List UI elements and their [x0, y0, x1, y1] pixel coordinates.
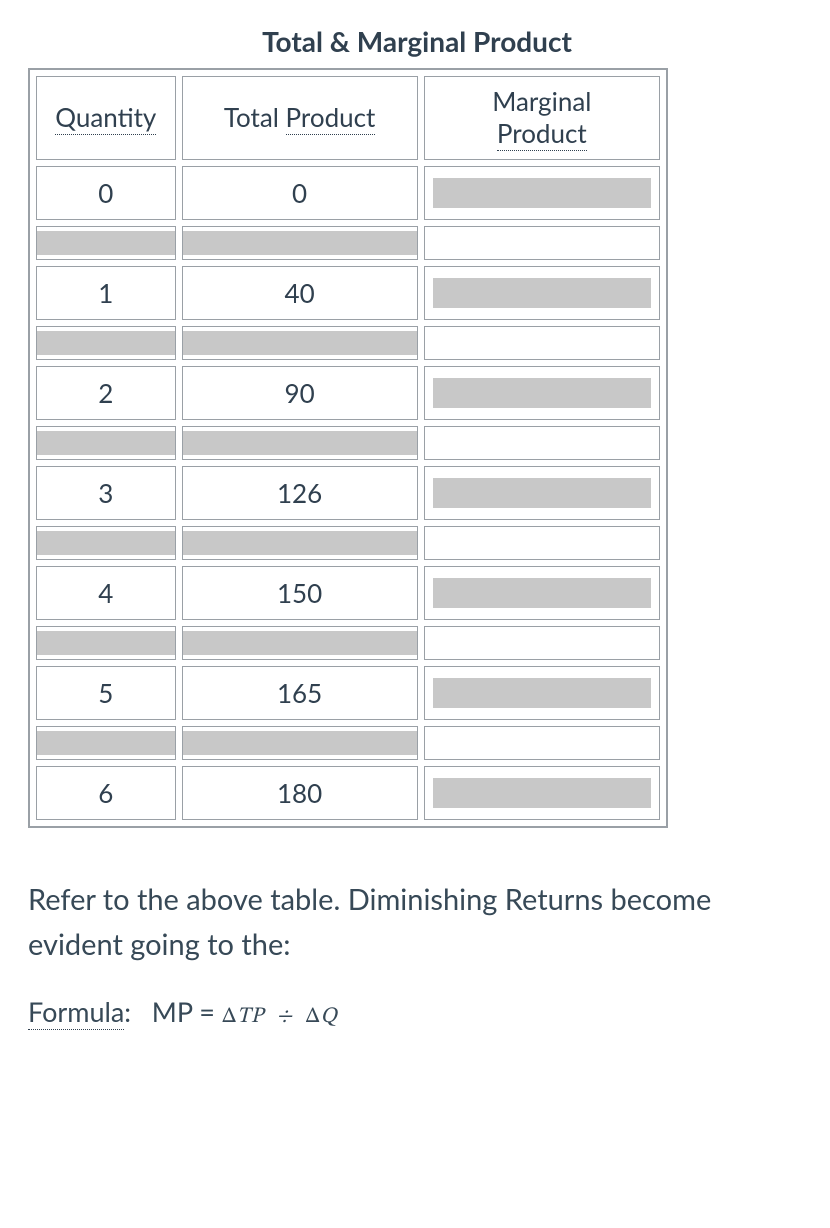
table-spacer-row	[36, 626, 660, 660]
cell-mp	[424, 466, 660, 520]
redacted-block	[433, 678, 651, 708]
redacted-block	[433, 578, 651, 608]
cell-qty: 0	[36, 166, 176, 220]
cell-qty: 4	[36, 566, 176, 620]
redacted-block	[183, 731, 417, 755]
cell-mp	[424, 166, 660, 220]
quantity-link[interactable]: Quantity	[55, 101, 156, 135]
tp-prefix: Total	[224, 101, 286, 133]
cell-mp	[424, 366, 660, 420]
redacted-block	[37, 431, 175, 455]
spacer-cell	[182, 426, 418, 460]
table-title: Total & Marginal Product	[28, 24, 806, 58]
spacer-cell	[424, 326, 660, 360]
table-spacer-row	[36, 526, 660, 560]
formula-lhs: MP	[152, 995, 193, 1028]
spacer-cell	[424, 526, 660, 560]
spacer-cell	[36, 526, 176, 560]
cell-qty: 1	[36, 266, 176, 320]
cell-tp: 0	[182, 166, 418, 220]
spacer-cell	[182, 226, 418, 260]
table-spacer-row	[36, 426, 660, 460]
cell-tp: 126	[182, 466, 418, 520]
col-header-marginal-product: Marginal Product	[424, 76, 660, 160]
table-row: 140	[36, 266, 660, 320]
table-spacer-row	[36, 726, 660, 760]
formula-rhs-b: ΔQ	[305, 1006, 337, 1028]
table-row: 6180	[36, 766, 660, 820]
spacer-cell	[182, 526, 418, 560]
formula-link[interactable]: Formula	[28, 995, 124, 1030]
redacted-block	[183, 531, 417, 555]
cell-tp: 40	[182, 266, 418, 320]
marginal-product-link[interactable]: Product	[497, 117, 587, 151]
redacted-block	[37, 731, 175, 755]
redacted-block	[183, 231, 417, 255]
cell-qty: 5	[36, 666, 176, 720]
spacer-cell	[182, 726, 418, 760]
spacer-cell	[424, 226, 660, 260]
col-header-quantity: Quantity	[36, 76, 176, 160]
table-spacer-row	[36, 226, 660, 260]
redacted-block	[433, 278, 651, 308]
product-table: Quantity Total Product Marginal Product …	[28, 68, 668, 828]
spacer-cell	[36, 726, 176, 760]
redacted-block	[433, 778, 651, 808]
spacer-cell	[36, 626, 176, 660]
table-spacer-row	[36, 326, 660, 360]
table-row: 00	[36, 166, 660, 220]
spacer-cell	[424, 426, 660, 460]
product-link[interactable]: Product	[286, 101, 376, 135]
redacted-block	[433, 478, 651, 508]
redacted-block	[183, 631, 417, 655]
redacted-block	[433, 178, 651, 208]
redacted-block	[37, 631, 175, 655]
cell-mp	[424, 266, 660, 320]
redacted-block	[37, 231, 175, 255]
redacted-block	[183, 331, 417, 355]
redacted-block	[183, 431, 417, 455]
cell-qty: 6	[36, 766, 176, 820]
spacer-cell	[424, 626, 660, 660]
spacer-cell	[36, 226, 176, 260]
cell-tp: 150	[182, 566, 418, 620]
spacer-cell	[424, 726, 660, 760]
redacted-block	[433, 378, 651, 408]
table-row: 290	[36, 366, 660, 420]
cell-qty: 3	[36, 466, 176, 520]
formula-op: ÷	[271, 1006, 299, 1028]
formula-rhs-a: ΔTP	[222, 1006, 264, 1028]
spacer-cell	[36, 426, 176, 460]
table-row: 3126	[36, 466, 660, 520]
col-header-total-product: Total Product	[182, 76, 418, 160]
redacted-block	[37, 531, 175, 555]
mp-line1: Marginal	[492, 85, 591, 117]
table-row: 5165	[36, 666, 660, 720]
cell-tp: 180	[182, 766, 418, 820]
formula-line: Formula: MP = ΔTP ÷ ΔQ	[28, 995, 806, 1031]
cell-mp	[424, 566, 660, 620]
cell-qty: 2	[36, 366, 176, 420]
cell-mp	[424, 666, 660, 720]
cell-tp: 165	[182, 666, 418, 720]
table-row: 4150	[36, 566, 660, 620]
question-prompt: Refer to the above table. Diminishing Re…	[28, 878, 806, 968]
redacted-block	[37, 331, 175, 355]
cell-mp	[424, 766, 660, 820]
spacer-cell	[182, 626, 418, 660]
spacer-cell	[182, 326, 418, 360]
spacer-cell	[36, 326, 176, 360]
cell-tp: 90	[182, 366, 418, 420]
